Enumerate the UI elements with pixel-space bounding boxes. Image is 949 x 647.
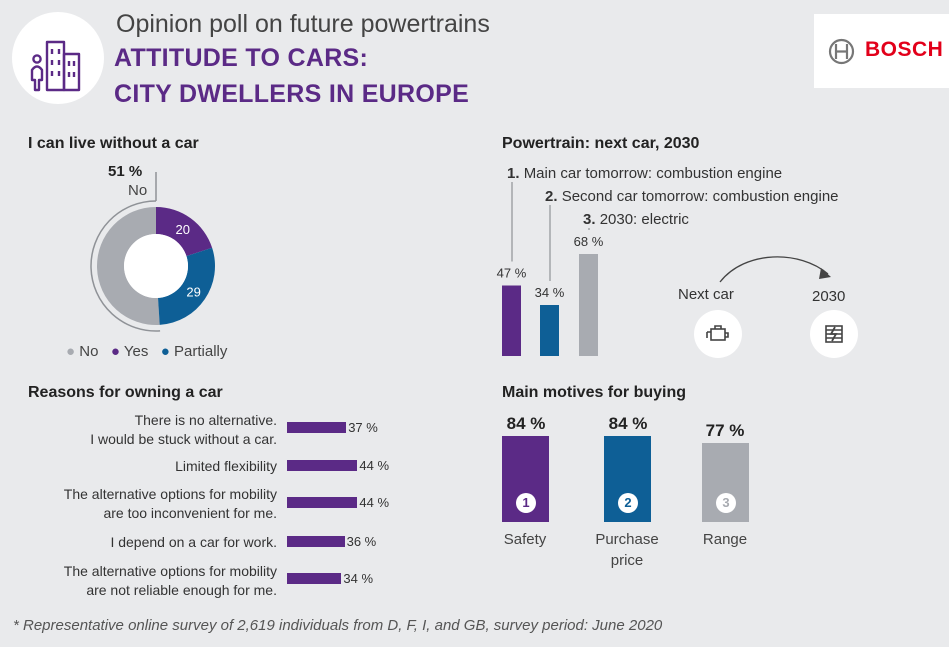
powertrain-number-2: 2. xyxy=(545,188,558,205)
donut-label-partially: 29 xyxy=(186,285,200,300)
donut-highlight-value: 51 % xyxy=(108,163,143,180)
donut-slice-yes xyxy=(156,207,213,257)
flow-from-label: Next car xyxy=(678,286,734,303)
electric-badge xyxy=(810,310,858,358)
legend-dot-partially: ● xyxy=(160,343,170,360)
combustion-engine-badge xyxy=(694,310,742,358)
donut-label-yes: 20 xyxy=(176,222,190,237)
page-title-line1: ATTITUDE TO CARS: xyxy=(114,44,369,72)
legend-dot-yes: ● xyxy=(110,343,120,360)
reason-label-3-line2: are too inconvenient for me. xyxy=(103,505,277,521)
donut-slice-partially xyxy=(158,247,215,325)
reason-bar-1 xyxy=(287,422,347,433)
reason-label-2: Limited flexibility xyxy=(0,457,277,476)
powertrain-label-2: Second car tomorrow: combustion engine xyxy=(561,188,839,205)
section-title-live-without-car: I can live without a car xyxy=(28,135,199,152)
section-title-motives: Main motives for buying xyxy=(502,384,687,401)
reason-value-2: 44 % xyxy=(359,458,390,473)
page-title-line2: CITY DWELLERS IN EUROPE xyxy=(114,80,470,108)
section-title-reasons: Reasons for owning a car xyxy=(28,384,223,401)
powertrain-value-1: 47 % xyxy=(497,266,527,281)
flow-to-label: 2030 xyxy=(812,288,846,305)
legend-item-partially: ● Partially xyxy=(161,343,228,360)
header-icon-circle xyxy=(12,12,104,104)
legend-item-yes: ● Yes xyxy=(111,343,148,360)
motive-label-safety: Safety xyxy=(470,529,580,550)
powertrain-item-3: 3. 2030: electric xyxy=(583,211,689,228)
motive-label-price: Purchase price xyxy=(572,529,682,571)
electric-battery-icon xyxy=(825,325,843,343)
reason-label-5: The alternative options for mobility are… xyxy=(0,562,277,600)
powertrain-number-3: 3. xyxy=(583,211,596,228)
motive-label-range: Range xyxy=(670,529,780,550)
powertrain-bar-2 xyxy=(540,305,559,356)
motive-badge-1: 1 xyxy=(516,493,536,513)
reason-label-5-line2: are not reliable enough for me. xyxy=(86,582,277,598)
legend-label-yes: Yes xyxy=(123,343,149,360)
reason-label-1: There is no alternative. I would be stuc… xyxy=(0,411,277,449)
flow-arrow xyxy=(719,256,831,283)
city-dweller-icon xyxy=(30,40,81,92)
powertrain-item-1: 1. Main car tomorrow: combustion engine xyxy=(507,165,782,182)
powertrain-item-2: 2. Second car tomorrow: combustion engin… xyxy=(545,188,839,205)
bosch-logo: BOSCH xyxy=(865,38,944,61)
no-outer-arc xyxy=(90,200,161,332)
reason-value-5: 34 % xyxy=(343,571,374,586)
motive-value-safety: 84 % xyxy=(506,414,546,434)
reason-label-3-line1: The alternative options for mobility xyxy=(63,486,277,502)
powertrain-label-3: 2030: electric xyxy=(599,211,689,228)
legend-dot-no: ● xyxy=(66,343,76,360)
legend-item-no: ● No xyxy=(66,343,98,360)
donut-chart: 20 29 xyxy=(90,172,215,332)
motive-badge-3: 3 xyxy=(716,493,736,513)
powertrain-chart: 47 % 34 % 68 % xyxy=(497,182,604,356)
reason-label-2-line1: Limited flexibility xyxy=(175,458,277,474)
reason-label-3: The alternative options for mobility are… xyxy=(0,485,277,523)
reason-value-3: 44 % xyxy=(359,495,390,510)
reason-value-4: 36 % xyxy=(346,534,377,549)
motive-value-price: 84 % xyxy=(608,414,648,434)
donut-slice-no xyxy=(97,207,160,325)
reason-label-1-line2: I would be stuck without a car. xyxy=(90,431,277,447)
section-title-powertrain: Powertrain: next car, 2030 xyxy=(502,135,700,152)
motive-badge-2: 2 xyxy=(618,493,638,513)
page-subtitle: Opinion poll on future powertrains xyxy=(116,10,490,38)
reason-bar-2 xyxy=(287,460,358,471)
reason-label-1-line1: There is no alternative. xyxy=(134,412,277,428)
motive-value-range: 77 % xyxy=(705,421,745,441)
powertrain-value-3: 68 % xyxy=(574,234,604,249)
motive-label-price-line1: Purchase xyxy=(595,531,659,548)
legend-label-no: No xyxy=(79,343,99,360)
motive-label-range-line1: Range xyxy=(702,531,748,548)
reason-value-1: 37 % xyxy=(348,420,378,435)
donut-highlight-label: No xyxy=(128,182,148,199)
combustion-engine-icon xyxy=(706,325,729,341)
motive-label-price-line2: price xyxy=(610,552,644,569)
motive-label-safety-line1: Safety xyxy=(503,531,547,548)
reason-bar-4 xyxy=(287,536,345,547)
reason-bar-5 xyxy=(287,573,342,584)
powertrain-number-1: 1. xyxy=(507,165,520,182)
donut-legend: ● No ● Yes ● Partially xyxy=(66,343,235,361)
powertrain-bar-3 xyxy=(579,254,598,356)
reason-label-4-line1: I depend on a car for work. xyxy=(110,534,277,550)
reason-bar-3 xyxy=(287,497,358,508)
reason-label-5-line1: The alternative options for mobility xyxy=(63,563,277,579)
legend-label-partially: Partially xyxy=(174,343,228,360)
powertrain-value-2: 34 % xyxy=(535,285,565,300)
footnote: * Representative online survey of 2,619 … xyxy=(13,617,663,634)
powertrain-label-1: Main car tomorrow: combustion engine xyxy=(523,165,783,182)
powertrain-bar-1 xyxy=(502,285,521,356)
reason-label-4: I depend on a car for work. xyxy=(0,533,277,552)
donut-hole xyxy=(124,234,188,298)
bosch-armature-icon xyxy=(828,38,855,65)
